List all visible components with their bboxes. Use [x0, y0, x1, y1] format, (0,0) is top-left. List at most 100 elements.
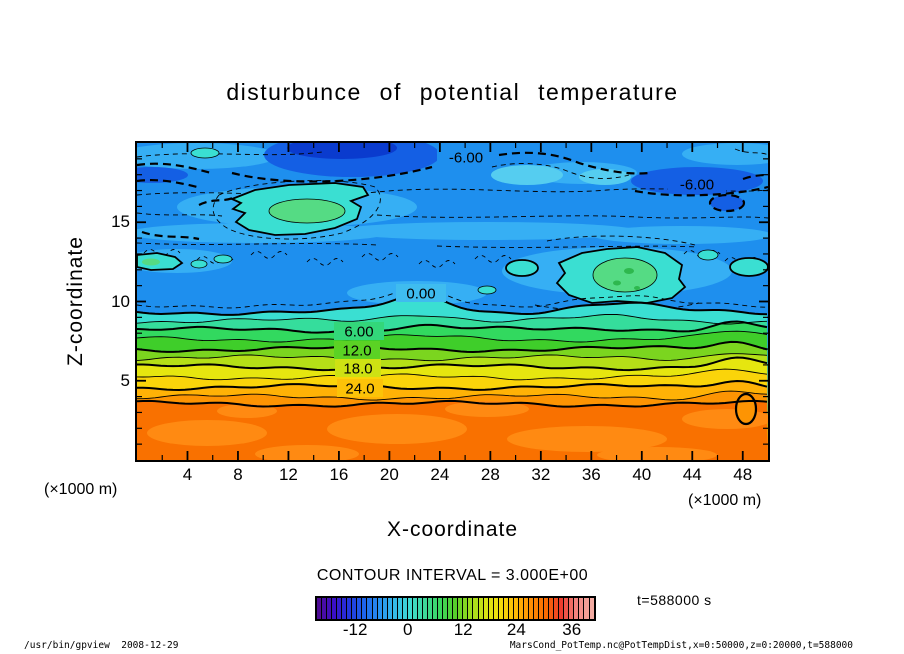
contour-label-bg	[334, 322, 384, 340]
positive-anomaly-small	[505, 259, 539, 277]
x-tick-label: 4	[182, 465, 193, 484]
colorbar-cell	[468, 598, 474, 619]
colorbar-cell	[488, 598, 494, 619]
contour-line-21	[137, 368, 768, 381]
dashed-squiggle	[683, 250, 721, 258]
colorbar-cell	[528, 598, 535, 619]
dashed-squiggle	[418, 260, 456, 268]
contour-label: 0.00	[406, 286, 435, 303]
orange-blob	[147, 420, 267, 446]
positive-anomaly-small	[477, 285, 497, 295]
orange-blob	[597, 447, 717, 460]
colorbar-cell	[402, 598, 408, 619]
z-tick-label: 10	[111, 291, 130, 311]
x-tick-label: 20	[379, 465, 399, 484]
contour-label: -6.00	[680, 177, 714, 194]
colorbar-cell	[523, 598, 529, 619]
contour-label-bg	[437, 148, 495, 166]
footer-dataset: MarsCond_PotTemp.nc@PotTempDist,x=0:5000…	[509, 640, 853, 651]
contour-line-6	[137, 320, 768, 334]
dashed-contour-thin	[436, 245, 698, 248]
x-tick-label: 28	[480, 465, 500, 484]
colorbar-cell	[397, 598, 403, 619]
colorbar-cell	[579, 598, 585, 619]
colorbar-cell	[443, 598, 449, 619]
z-axis-tick-labels: 5 10 15	[96, 143, 134, 460]
colorbar-cell	[337, 598, 343, 619]
x-tick-label: 12	[278, 465, 298, 484]
colorbar-cell	[483, 598, 489, 619]
dashed-contour-thick	[742, 172, 768, 181]
light-blue-stratum	[682, 143, 768, 165]
contour-line-15	[137, 353, 768, 362]
colorbar-cell	[544, 598, 550, 619]
colorbar-cell	[327, 598, 333, 619]
positive-anomaly-small	[190, 147, 220, 159]
x-tick-label: 32	[531, 465, 551, 484]
colorbar-cell	[584, 598, 590, 619]
light-blue-stratum	[337, 222, 637, 240]
orange-blob	[217, 404, 277, 418]
colorbar-cell	[473, 598, 479, 619]
colorbar-cell	[589, 598, 594, 619]
dashed-contour-thick	[141, 230, 200, 241]
contour-label-bg	[396, 284, 446, 302]
positive-anomaly-left-core	[142, 258, 160, 266]
colorbar-tick-label: 0	[403, 620, 413, 639]
colorbar-tick-label: 36	[562, 620, 582, 639]
z-tick-label: 15	[111, 212, 130, 232]
x-tick-label: 16	[329, 465, 349, 484]
cluster-speckle	[634, 286, 640, 290]
contour-label-bg	[335, 359, 381, 377]
colorbar-cell	[503, 598, 509, 619]
x-tick-label: 36	[581, 465, 601, 484]
contour-line-27	[137, 390, 768, 401]
colorbar-cell	[428, 598, 434, 619]
light-blue-stratum	[592, 226, 768, 244]
dashed-contour-thick	[231, 165, 433, 183]
colorbar-cell	[372, 598, 378, 619]
colorbar-cell	[433, 598, 439, 619]
colorbar-cell	[382, 598, 388, 619]
colorbar-cell	[392, 598, 398, 619]
x-tick-label: 40	[632, 465, 652, 484]
pale-cyan-patch	[579, 169, 631, 185]
colorbar-cell	[539, 598, 545, 619]
x-tick-label: 48	[733, 465, 753, 484]
colorbar-cell	[438, 598, 444, 619]
dashed-squiggle	[361, 253, 399, 261]
contour-line-12	[137, 340, 768, 354]
contour-label-bg	[668, 175, 726, 193]
colorbar-cell	[347, 598, 353, 619]
dashed-contour-thick	[137, 162, 212, 175]
dashed-contour-thick	[634, 185, 768, 197]
dashed-squiggle	[143, 249, 181, 257]
z-axis-label: Z-coordinate	[64, 236, 87, 366]
colorbar-cell	[377, 598, 383, 619]
colorbar-cell	[357, 598, 363, 619]
plot-area: -6.00 -6.00 0.00 6.00 12.0 18.0 24.0	[135, 141, 770, 462]
plot-title: disturbunce of potential temperature	[226, 79, 679, 105]
colorbar-cell	[387, 598, 393, 619]
dashed-squiggle	[306, 258, 344, 266]
orange-blob	[507, 426, 667, 452]
footer-command: /usr/bin/gpview 2008-12-29	[24, 640, 179, 651]
contour-line-18	[137, 356, 768, 372]
colorbar-cell	[417, 598, 423, 619]
x-axis-label: X-coordinate	[386, 518, 519, 541]
orange-blob	[327, 414, 467, 444]
contour-line-9	[137, 330, 768, 343]
x-tick-label: 8	[233, 465, 243, 484]
colorbar-cell	[549, 598, 555, 619]
dashed-contour-thick	[137, 179, 198, 189]
colorbar-tick-label: 12	[453, 620, 473, 639]
negative-anomaly-core	[287, 143, 397, 159]
dashed-contour-thin	[491, 163, 630, 179]
z-tick-label: 5	[120, 370, 130, 390]
dashed-contour-thin	[546, 235, 696, 246]
positive-anomaly-small	[213, 254, 233, 264]
dashed-contour-thick	[498, 151, 650, 175]
cluster-speckle	[613, 280, 621, 286]
x-tick-label: 24	[430, 465, 450, 484]
dashed-squiggle	[250, 251, 288, 259]
